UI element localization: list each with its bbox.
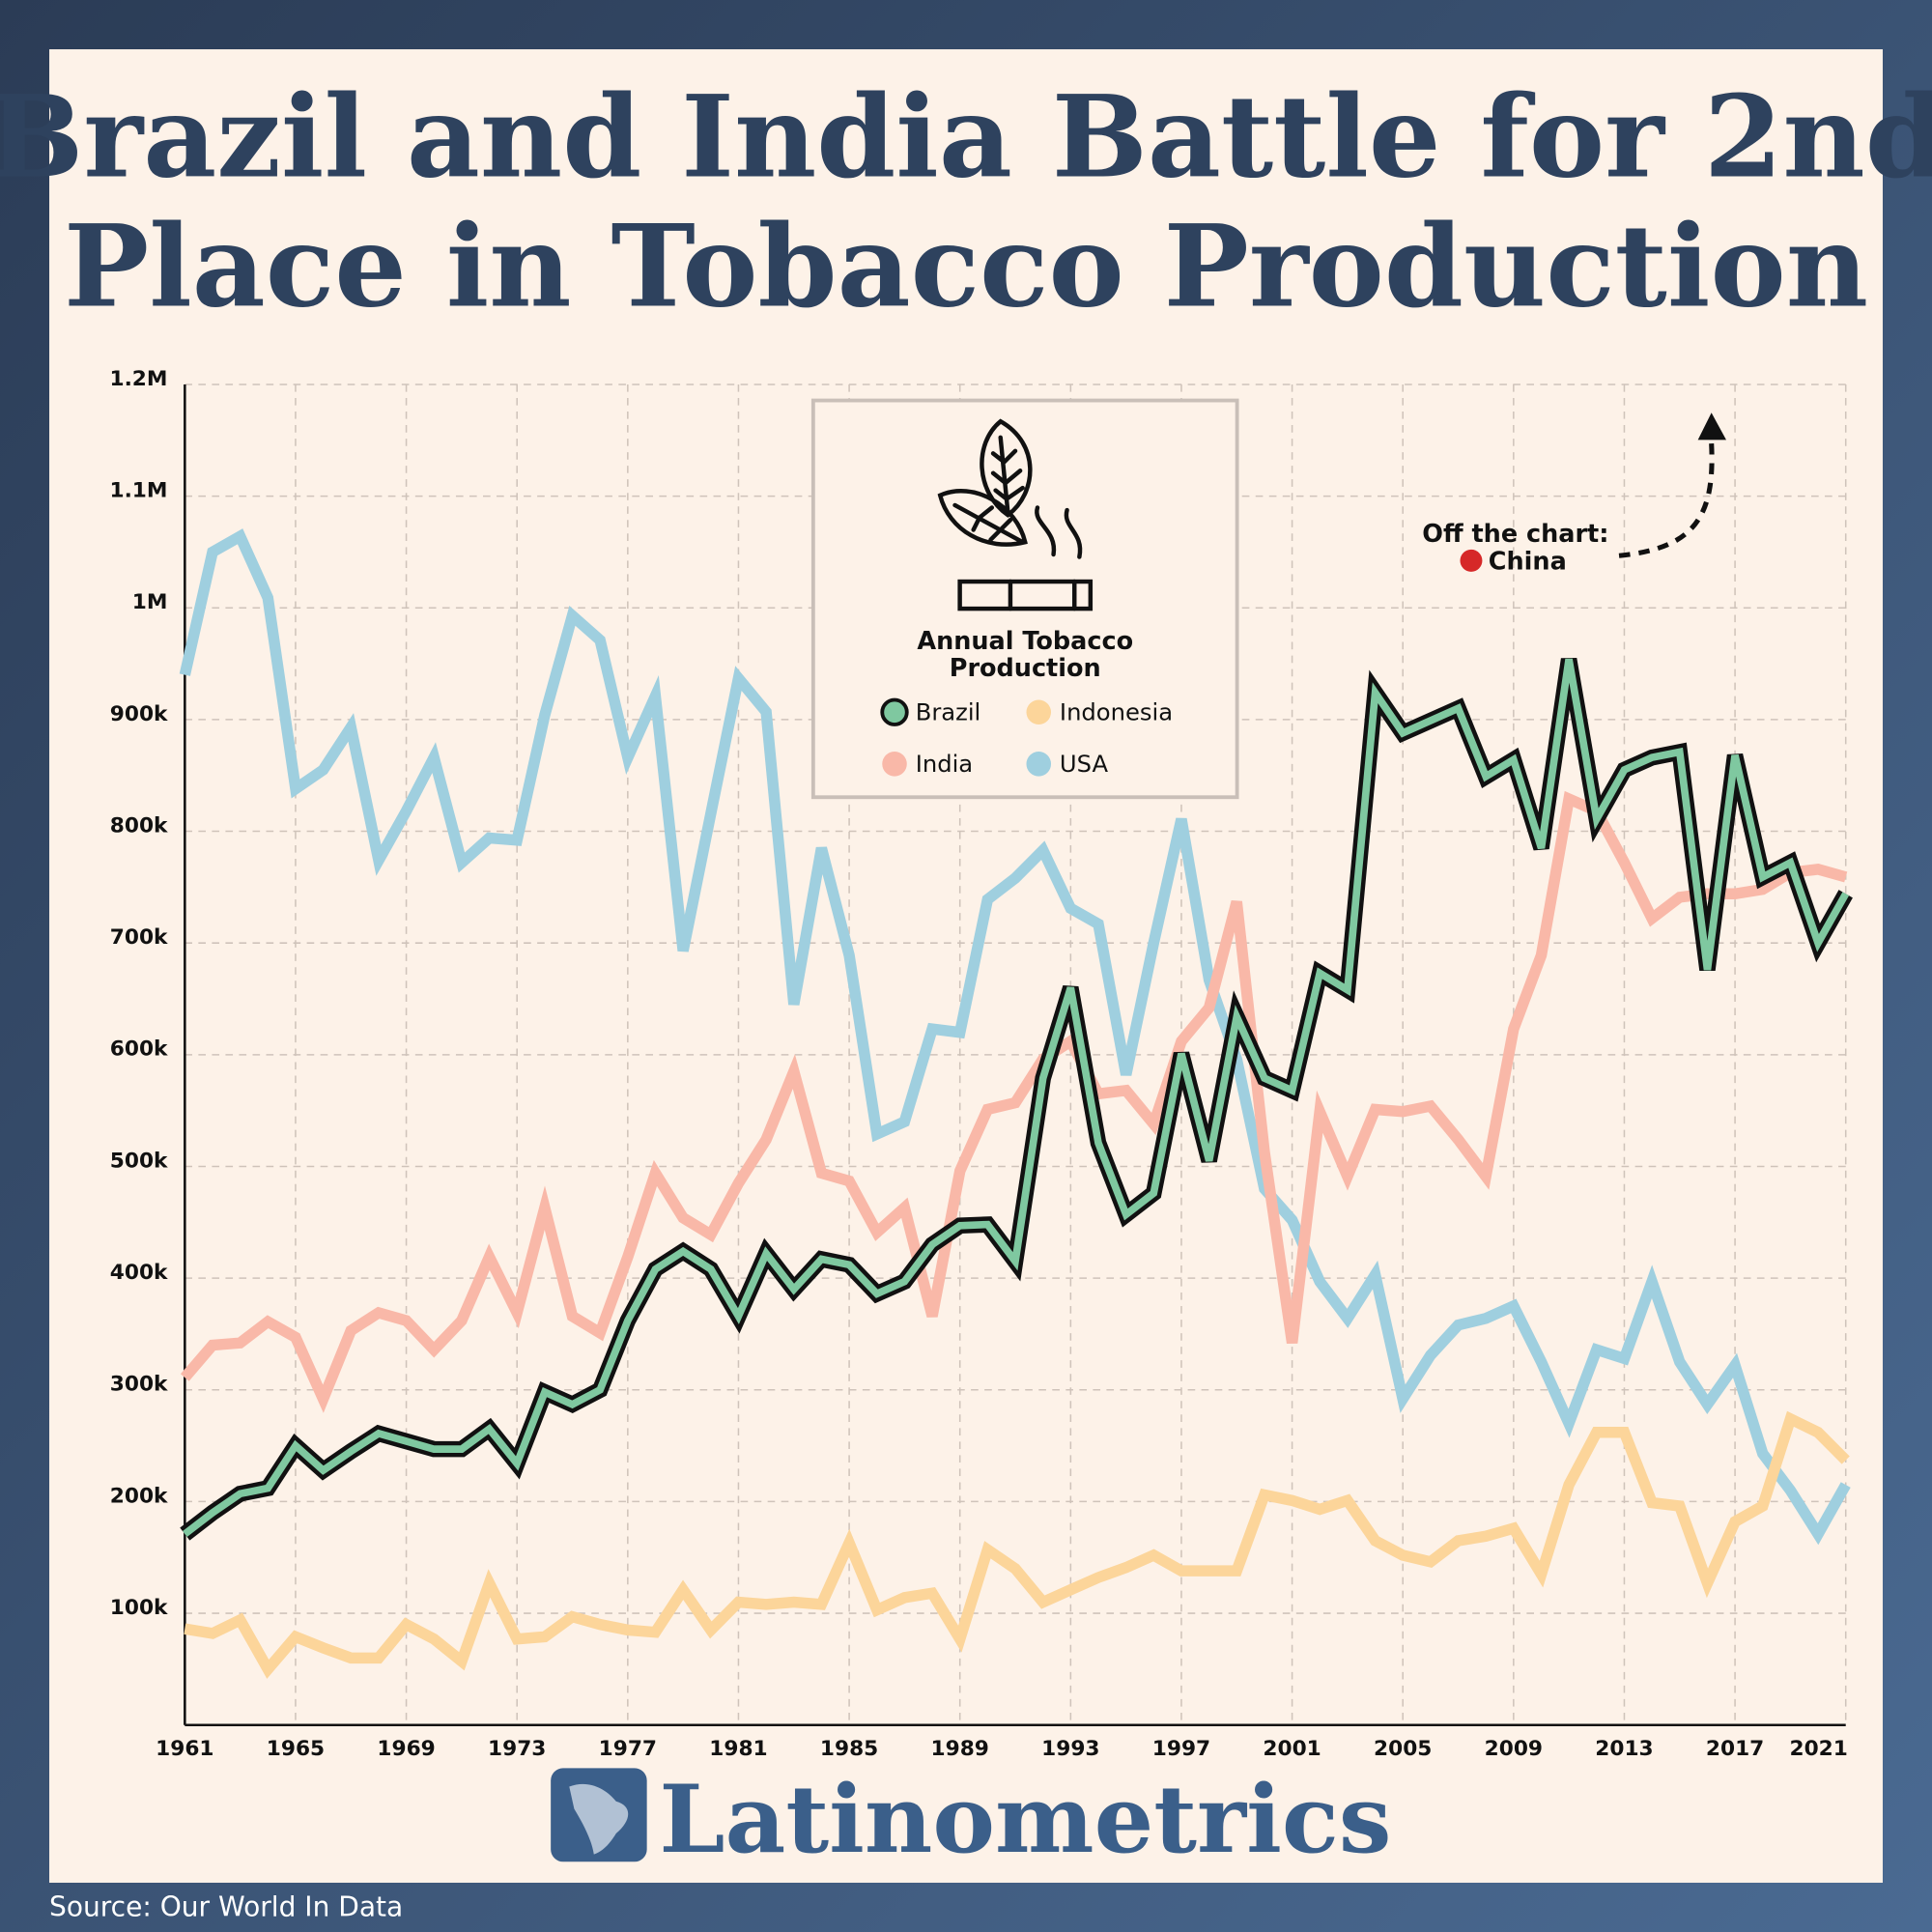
y-tick-label: 200k [110,1484,168,1508]
x-tick-label: 1985 [820,1737,878,1761]
legend-items: Brazil India Indonesia USA [880,697,1173,778]
x-tick-label: 1961 [156,1737,213,1761]
y-tick-label: 900k [110,702,168,726]
series-line [179,528,1851,1546]
y-tick-label: 1.1M [110,479,168,503]
x-tick-label: 1973 [488,1737,546,1761]
legend-box [810,398,1239,800]
y-tick-label: 600k [110,1037,168,1062]
y-tick-label: 1M [132,590,168,614]
x-tick-label: 2021 [1789,1737,1847,1761]
x-tick-label: 1969 [377,1737,435,1761]
brand: Latinometrics [659,1764,1391,1874]
title-line: Brazil and India Battle for 2nd [0,70,1932,203]
y-tick-label: 1.2M [110,367,168,391]
series-line [184,1410,1850,1679]
annotation-text: Off the chart: [1422,520,1608,549]
y-tick-label: 300k [110,1373,168,1397]
x-tick-label: 1977 [599,1737,657,1761]
y-tick-label: 700k [110,925,168,950]
legend-label: India [916,751,973,778]
x-tick-label: 1993 [1041,1737,1099,1761]
x-tick-label: 2013 [1595,1737,1653,1761]
legend-swatch [882,752,907,777]
annotation-arrow [1618,443,1715,558]
source: Source: Our World In Data [49,1890,403,1922]
x-tick-label: 2017 [1706,1737,1764,1761]
legend-label: Indonesia [1060,699,1173,726]
panel [49,49,1883,1883]
legend-title: Annual Tobacco [917,627,1133,656]
y-tick-label: 500k [110,1149,168,1173]
plot: 100k 200k 300k 400k 500k 600k 700k 800k 900k 1M 1.… [110,367,1853,1761]
tobacco-icon [937,418,1094,611]
china-flag [1460,549,1483,572]
x-tick-label: 2001 [1263,1737,1321,1761]
x-tick-label: 1981 [709,1737,767,1761]
annotation: Off the chart: China [1422,412,1726,576]
series-line [180,790,1848,1413]
legend-label: USA [1060,751,1109,778]
arrow-head [1697,412,1726,440]
y-tick-label: 400k [110,1261,168,1285]
x-tick-label: 1989 [931,1737,989,1761]
legend-title: Production [950,654,1101,683]
x-tick-label: 2009 [1485,1737,1543,1761]
legend: Annual Tobacco Production Brazil India Ind… [810,398,1239,800]
x-tick-label: 1965 [267,1737,325,1761]
legend-swatch [880,697,909,726]
annotation-text: China [1489,547,1567,576]
y-tick-label: 800k [110,813,168,838]
x-tick-label: 1997 [1152,1737,1210,1761]
legend-swatch [1026,699,1052,724]
title-line: Place in Tobacco Production [64,199,1868,332]
legend-label: Brazil [916,699,981,726]
brand-map [569,1783,629,1855]
y-tick-label: 100k [110,1596,168,1620]
x-tick-label: 2005 [1374,1737,1432,1761]
series-line [182,658,1850,1538]
legend-swatch [1026,752,1052,777]
